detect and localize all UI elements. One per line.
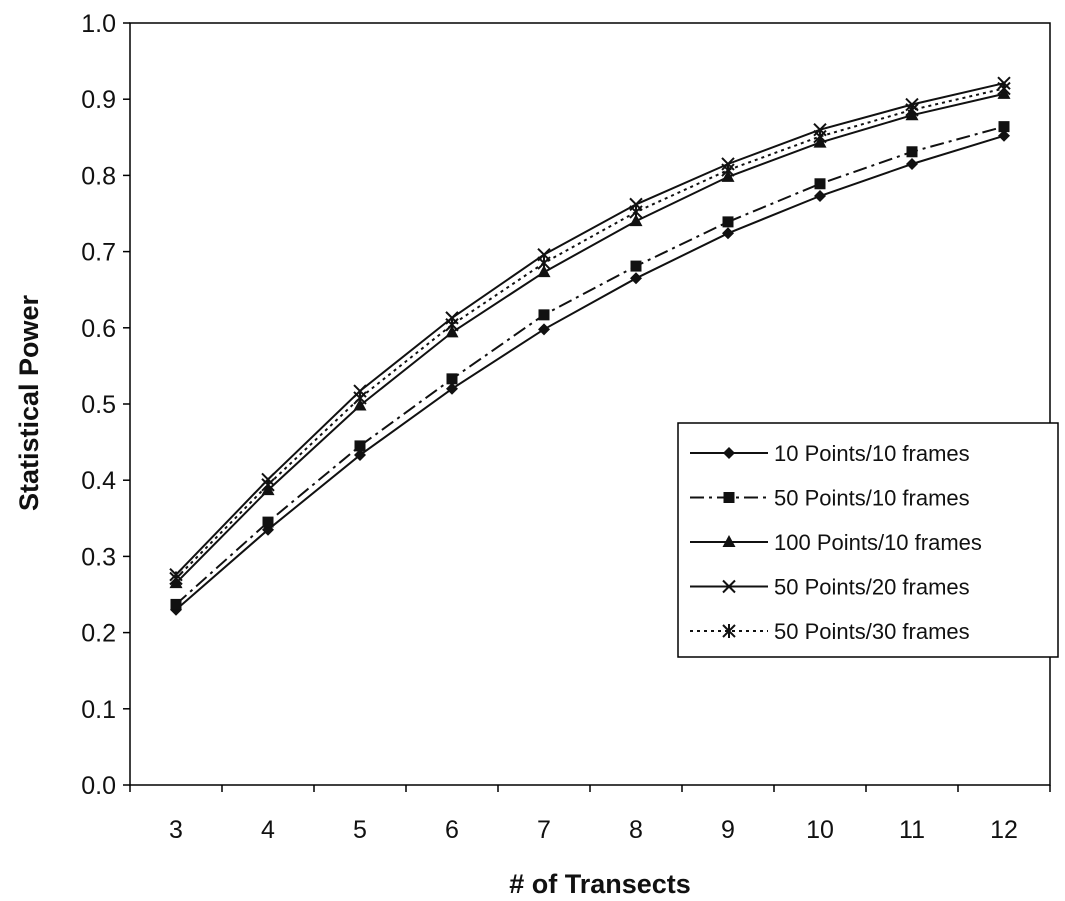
data-point [170, 598, 182, 610]
data-point [998, 121, 1010, 133]
y-tick-label: 0.1 [81, 696, 116, 724]
data-point [906, 157, 918, 170]
legend-marker [723, 447, 735, 459]
legend-marker [722, 624, 736, 638]
series-line [175, 92, 1005, 584]
legend: 10 Points/10 frames 50 Points/10 frames 10… [677, 422, 1059, 658]
x-tick-label: 11 [899, 816, 925, 844]
y-tick-label: 0.5 [81, 391, 116, 419]
legend-label: 100 Points/10 frames [774, 530, 982, 555]
x-tick-label: 5 [353, 816, 367, 844]
legend-marker [722, 579, 736, 594]
data-point [629, 214, 643, 227]
x-tick-label: 6 [445, 816, 459, 844]
data-point [169, 571, 183, 586]
y-tick-label: 0.0 [81, 772, 116, 800]
legend-label: 50 Points/20 frames [774, 575, 970, 600]
data-point [446, 382, 458, 395]
x-tick-label: 4 [261, 816, 275, 844]
y-tick-label: 0.6 [81, 315, 116, 343]
legend-item: 100 Points/10 frames [690, 530, 982, 555]
data-point [353, 390, 367, 405]
y-tick-label: 0.7 [81, 239, 116, 267]
x-tick-label: 7 [537, 816, 551, 844]
data-point [906, 146, 918, 158]
data-point [446, 373, 458, 385]
data-point [722, 216, 734, 228]
series-2 [170, 121, 1010, 610]
data-point [721, 163, 735, 178]
y-tick-label: 0.3 [81, 543, 116, 571]
x-tick-label: 12 [990, 816, 1018, 844]
legend-label: 50 Points/10 frames [774, 486, 970, 511]
x-axis-title: # of Transects [509, 869, 691, 899]
data-point [814, 189, 826, 202]
data-point [998, 129, 1010, 142]
series-line [175, 125, 1005, 606]
legend-label: 50 Points/30 frames [774, 619, 970, 644]
legend-label: 10 Points/10 frames [774, 441, 970, 466]
x-tick-label: 3 [169, 816, 183, 844]
legend-marker [723, 492, 735, 503]
legend-box [677, 422, 1059, 658]
legend-marker [722, 535, 736, 547]
series-1 [170, 129, 1010, 616]
data-point [354, 449, 366, 462]
legend-item: 50 Points/30 frames [690, 619, 970, 644]
data-point [537, 256, 551, 271]
x-tick-label: 8 [629, 816, 643, 844]
data-point [997, 81, 1011, 96]
data-point [629, 204, 643, 219]
x-axis: 3 4 5 6 7 8 9 10 11 12 [129, 785, 1051, 844]
data-point [538, 309, 550, 321]
y-axis: 0.0 0.1 0.2 0.3 0.4 0.5 0.6 0.7 0.8 0.9 1.0 [81, 10, 130, 800]
data-point [537, 265, 551, 278]
data-point [630, 260, 642, 272]
data-point [905, 102, 919, 117]
series-layer [169, 76, 1011, 616]
plot-area [129, 22, 1051, 786]
data-point [814, 178, 826, 190]
data-point [630, 272, 642, 285]
data-point [722, 227, 734, 240]
data-point [538, 323, 550, 336]
data-point [262, 516, 274, 528]
data-point [445, 317, 459, 332]
legend-item: 50 Points/10 frames [690, 486, 970, 511]
x-tick-label: 9 [721, 816, 735, 844]
y-tick-label: 0.2 [81, 620, 116, 648]
plot-frame [129, 22, 1051, 786]
legend-item: 10 Points/10 frames [690, 441, 970, 466]
legend-item: 50 Points/20 frames [690, 575, 970, 600]
x-tick-label: 10 [806, 816, 834, 844]
data-point [261, 477, 275, 492]
y-tick-label: 0.9 [81, 86, 116, 114]
y-tick-label: 0.4 [81, 467, 116, 495]
data-point [354, 440, 366, 452]
y-axis-title: Statistical Power [14, 294, 44, 511]
y-tick-label: 0.8 [81, 162, 116, 190]
series-5 [169, 81, 1011, 586]
series-line [175, 134, 1005, 611]
data-point [813, 129, 827, 144]
y-tick-label: 1.0 [81, 10, 116, 38]
series-line [175, 82, 1005, 576]
